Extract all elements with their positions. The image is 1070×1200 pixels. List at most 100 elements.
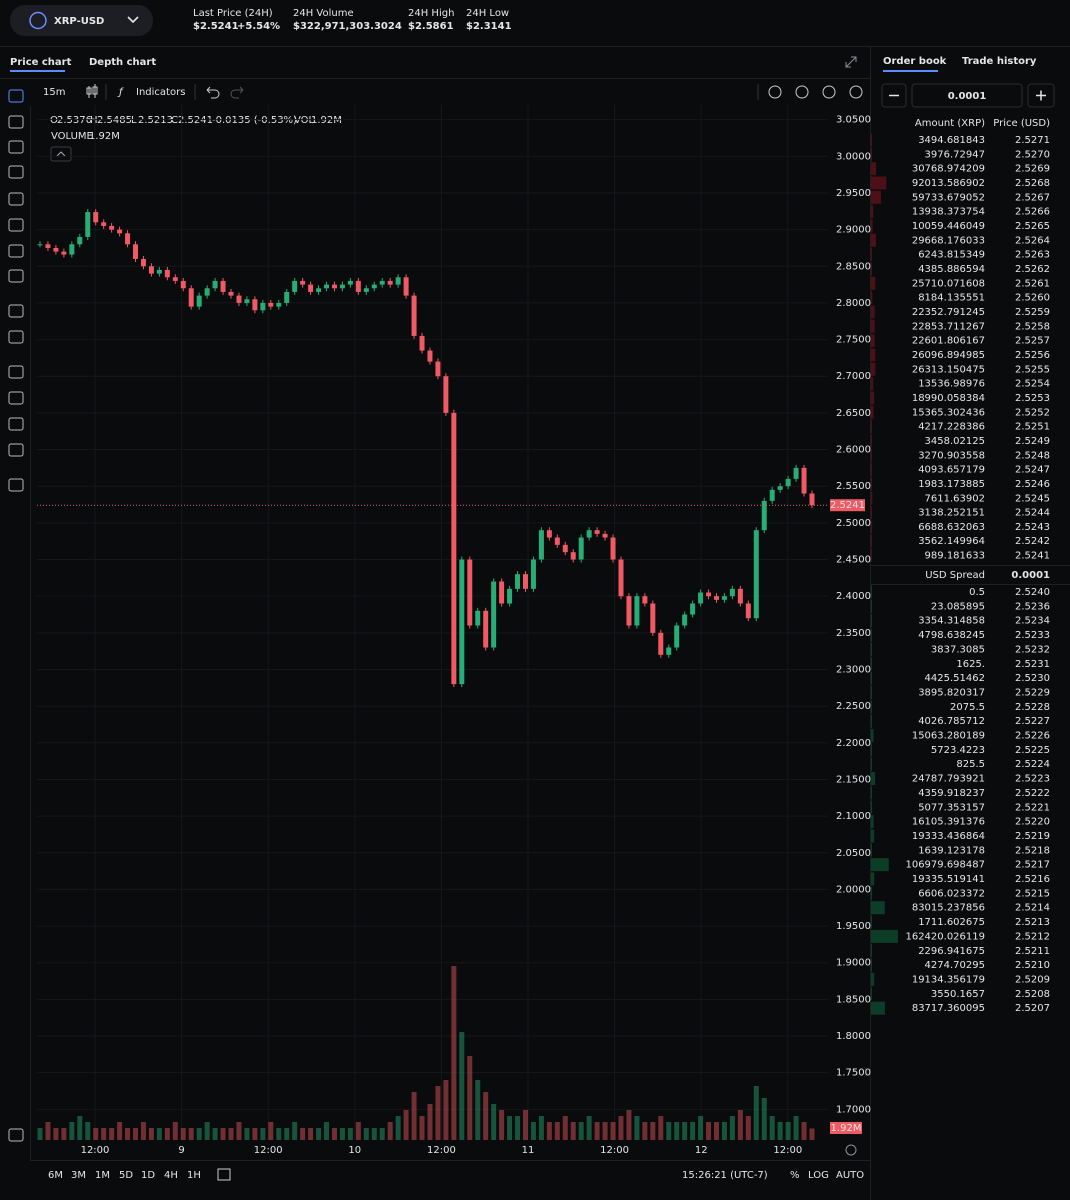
price-axis-label: 2.0500 [836,848,871,859]
toolbar-icon[interactable] [849,85,863,99]
time-axis-label: 12:00 [254,1145,283,1156]
auto-toggle[interactable]: AUTO [836,1170,864,1181]
depth-bar [871,391,875,405]
pair-name[interactable]: XRP-USD [54,16,104,27]
drawing-tool[interactable] [8,478,24,492]
settings-icon[interactable] [845,1144,857,1156]
order-price: 2.5271 [1015,135,1050,146]
order-amount: 4425.51462 [925,673,985,684]
drawing-tool[interactable] [8,192,24,206]
drawing-tool[interactable] [8,165,24,179]
tab[interactable]: Order book [883,56,947,67]
range-button[interactable]: 1M [95,1170,110,1181]
step-field[interactable] [911,83,1023,108]
range-button[interactable]: 6M [48,1170,63,1181]
depth-bar [871,362,876,376]
price-axis-label: 1.8000 [836,1031,871,1042]
drawing-tool[interactable] [8,443,24,457]
volume-bar [204,1122,210,1140]
drawing-tool[interactable] [8,391,24,405]
drawing-tool[interactable] [8,417,24,431]
drawing-tool[interactable] [8,89,24,103]
legend-key: C [171,115,178,126]
range-button[interactable]: 1D [141,1170,155,1181]
tab[interactable]: Depth chart [89,57,156,68]
candle [475,610,481,626]
order-price: 2.5262 [1015,264,1050,275]
volume-bar [300,1128,306,1140]
percent-toggle[interactable]: % [790,1170,800,1181]
spread-label: USD Spread [925,570,985,581]
order-price: 2.5244 [1015,508,1050,519]
range-button[interactable]: 4H [164,1170,178,1181]
candle-icon[interactable] [86,84,98,98]
toolbar-icon[interactable] [768,85,782,99]
time-axis-label: 12:00 [427,1145,456,1156]
depth-bar [871,477,872,491]
order-price: 2.5233 [1015,630,1050,641]
expand-icon[interactable] [845,56,857,68]
drawing-tool[interactable] [8,115,24,129]
redo-icon[interactable] [230,86,244,99]
order-price: 2.5216 [1015,874,1050,885]
range-button[interactable]: 5D [119,1170,133,1181]
range-button[interactable]: 1H [187,1170,201,1181]
tab[interactable]: Price chart [10,57,72,68]
order-price: 2.5225 [1015,745,1050,756]
interval[interactable]: 15m [43,87,65,98]
chevron [127,16,139,24]
drawing-tool[interactable] [8,1128,24,1142]
log-toggle[interactable]: LOG [808,1170,829,1181]
toolbar-icon[interactable] [822,85,836,99]
increment-button[interactable] [1027,83,1055,108]
volume-bar [339,1128,345,1140]
price-axis-label: 2.8500 [836,261,871,272]
volume-bar [363,1128,369,1140]
volume-title: VOLUME [51,131,93,142]
candle [220,280,226,292]
order-amount: 25710.071608 [912,278,985,289]
order-amount: 13536.98976 [918,379,985,390]
calendar-icon[interactable] [217,1168,231,1181]
indicators-button[interactable]: Indicators [136,87,185,98]
drawing-tool[interactable] [8,218,24,232]
volume-bar [316,1128,322,1140]
candle [308,284,314,292]
volume-bar [610,1122,616,1140]
drawing-tool[interactable] [8,244,24,258]
depth-bar [871,448,872,462]
volume-bar [443,1080,449,1140]
step-value: 0.0001 [948,91,987,102]
drawing-tool[interactable] [8,140,24,154]
range-button[interactable]: 3M [71,1170,86,1181]
pair-selector[interactable] [10,5,153,36]
depth-bar [871,614,872,628]
depth-bar [871,420,872,434]
price-axis-label: 2.8000 [836,298,871,309]
drawing-tool[interactable] [8,365,24,379]
candle [77,236,83,245]
candle [395,277,401,285]
decrement-button[interactable] [881,83,907,108]
order-price: 2.5240 [1015,587,1050,598]
stat-label: 24H Volume [293,8,354,19]
drawing-tool[interactable] [8,269,24,283]
volume-bar [133,1128,139,1140]
order-price: 2.5252 [1015,407,1050,418]
price-axis-label: 1.7500 [836,1068,871,1079]
drawing-tool[interactable] [8,304,24,318]
volume-bar [562,1116,568,1140]
tab[interactable]: Trade history [962,56,1037,67]
volume-bar [570,1122,576,1140]
collapse-button[interactable] [50,146,72,162]
stat-value: $2.3141 [466,21,512,32]
drawing-tool[interactable] [8,330,24,344]
price-axis-label: 2.2500 [836,701,871,712]
legend-value: 1.92M [311,115,342,126]
order-price: 2.5248 [1015,450,1050,461]
toolbar-icon[interactable] [795,85,809,99]
candle [507,588,513,604]
undo-icon[interactable] [206,86,220,99]
